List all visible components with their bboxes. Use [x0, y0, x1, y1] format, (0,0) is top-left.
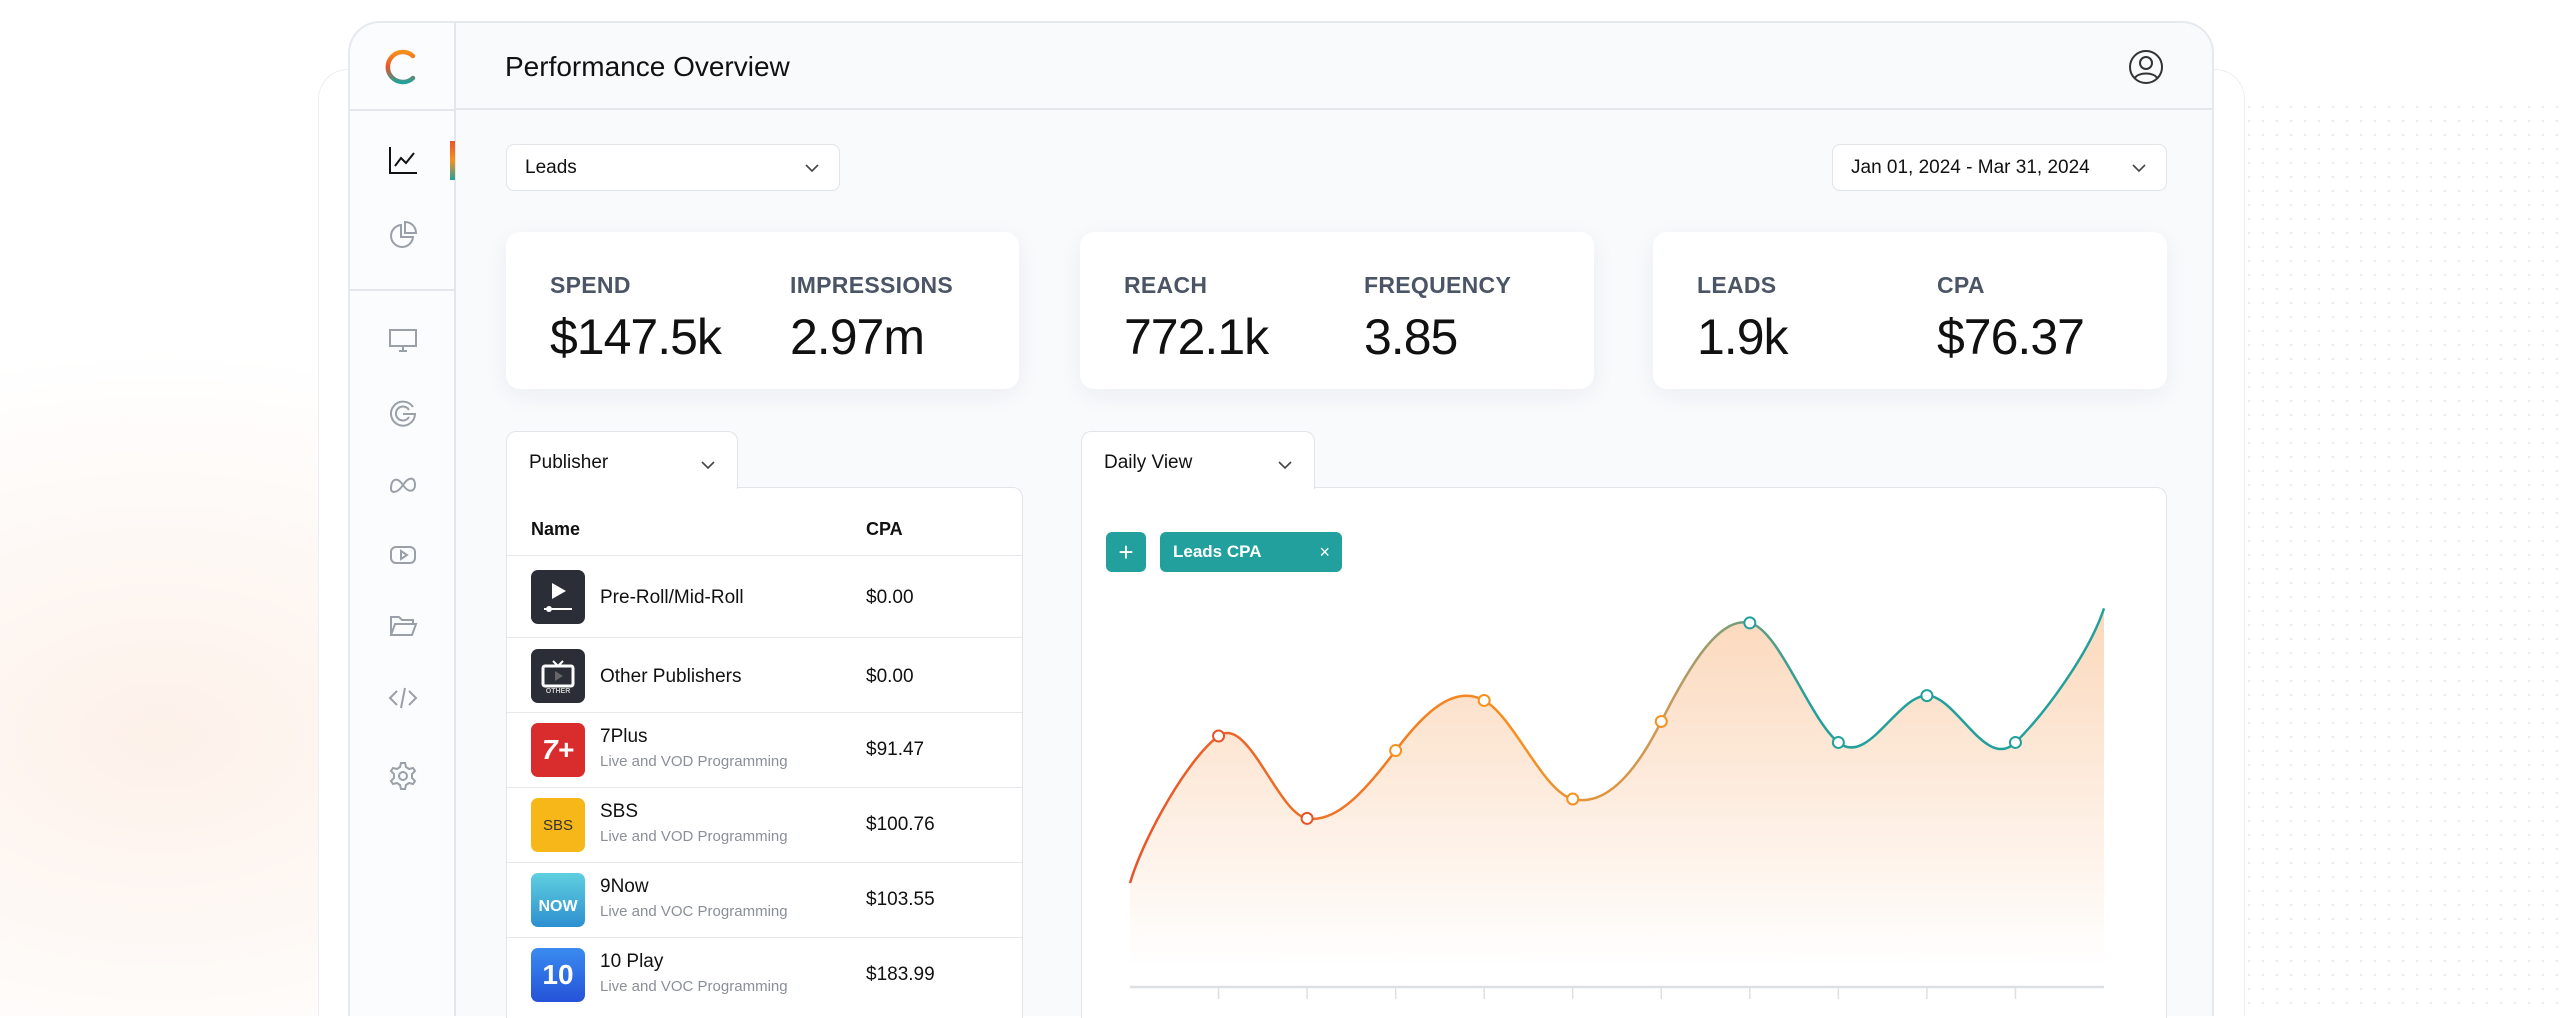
- 10play-logo: 10: [531, 948, 585, 1002]
- publisher-subtitle: Live and VOD Programming: [600, 828, 788, 845]
- date-range-value: Jan 01, 2024 - Mar 31, 2024: [1851, 156, 2090, 178]
- brand-logo: [385, 49, 416, 85]
- data-point[interactable]: [1477, 693, 1491, 707]
- code-icon[interactable]: [387, 682, 419, 714]
- publisher-name: 9Now: [600, 876, 649, 897]
- data-point[interactable]: [1920, 689, 1934, 703]
- publisher-name: Pre-Roll/Mid-Roll: [600, 587, 744, 608]
- publisher-cpa: $100.76: [866, 814, 935, 835]
- 9now-logo: NOW: [531, 873, 585, 927]
- table-row[interactable]: Pre-Roll/Mid-Roll $0.00: [507, 555, 1022, 637]
- folder-icon[interactable]: [387, 610, 419, 642]
- group-by-value: Publisher: [529, 452, 609, 473]
- kpi-label: SPEND: [550, 272, 631, 298]
- kpi-value: 772.1k: [1124, 309, 1269, 365]
- chart-area-fill: [1130, 608, 2104, 967]
- publisher-subtitle: Live and VOC Programming: [600, 978, 788, 995]
- data-point[interactable]: [1654, 714, 1668, 728]
- publisher-cpa: $0.00: [866, 666, 914, 687]
- remove-series-icon[interactable]: ×: [1319, 541, 1330, 562]
- column-header-cpa[interactable]: CPA: [866, 519, 903, 539]
- data-point[interactable]: [1831, 735, 1845, 749]
- sidebar-divider: [350, 109, 456, 111]
- other-logo-text: OTHER: [545, 687, 571, 695]
- metric-dropdown-value: Leads: [525, 156, 577, 178]
- kpi-label: REACH: [1124, 272, 1208, 298]
- date-range-dropdown[interactable]: Jan 01, 2024 - Mar 31, 2024: [1832, 144, 2167, 191]
- kpi-value: 1.9k: [1697, 309, 1789, 365]
- metric-dropdown[interactable]: Leads: [506, 144, 840, 191]
- publisher-subtitle: Live and VOD Programming: [600, 753, 788, 770]
- kpi-label: LEADS: [1697, 272, 1777, 298]
- monitor-icon[interactable]: [387, 324, 419, 356]
- add-series-button[interactable]: +: [1106, 532, 1146, 572]
- publisher-name: SBS: [600, 801, 639, 822]
- sbs-logo: SBS: [531, 798, 585, 852]
- publisher-cpa: $91.47: [866, 739, 925, 760]
- publisher-name: 10 Play: [600, 951, 664, 972]
- youtube-icon[interactable]: [387, 539, 419, 571]
- play-logo: [531, 570, 585, 624]
- data-point[interactable]: [1389, 744, 1403, 758]
- publisher-name: Other Publishers: [600, 666, 742, 687]
- kpi-value: 2.97m: [790, 309, 925, 365]
- table-row[interactable]: SBS SBS Live and VOD Programming $100.76: [507, 787, 1022, 862]
- chevron-down-icon: [1278, 461, 1292, 470]
- user-avatar-icon[interactable]: [2128, 49, 2164, 85]
- analytics-chart-icon[interactable]: [387, 144, 419, 176]
- settings-gear-icon[interactable]: [387, 760, 419, 792]
- kpi-card-reach: REACH 772.1k FREQUENCY 3.85: [1080, 232, 1594, 389]
- publisher-cpa: $183.99: [866, 964, 935, 985]
- chevron-down-icon: [2132, 164, 2146, 173]
- table-row[interactable]: 7+ 7Plus Live and VOD Programming $91.47: [507, 712, 1022, 787]
- kpi-label: IMPRESSIONS: [790, 272, 954, 298]
- data-point[interactable]: [1566, 792, 1580, 806]
- view-dropdown[interactable]: Daily View: [1081, 431, 1315, 489]
- google-icon[interactable]: [387, 397, 419, 429]
- meta-icon[interactable]: [387, 468, 419, 500]
- leads-cpa-chart: [1128, 607, 2106, 999]
- series-chip-leads-cpa[interactable]: Leads CPA ×: [1160, 532, 1342, 572]
- publisher-name: 7Plus: [600, 726, 648, 747]
- header: Performance Overview: [456, 23, 2212, 110]
- kpi-card-spend: SPEND $147.5k IMPRESSIONS 2.97m: [506, 232, 1019, 389]
- page-title: Performance Overview: [505, 51, 790, 82]
- group-by-dropdown[interactable]: Publisher: [506, 431, 738, 489]
- data-point[interactable]: [1743, 616, 1757, 630]
- view-dropdown-value: Daily View: [1104, 452, 1193, 473]
- chevron-down-icon: [805, 164, 819, 173]
- data-point[interactable]: [2008, 735, 2022, 749]
- chart-series-line: [1128, 607, 2106, 884]
- sidebar-divider: [350, 289, 456, 291]
- publisher-cpa: $0.00: [866, 587, 914, 608]
- kpi-card-leads: LEADS 1.9k CPA $76.37: [1653, 232, 2167, 389]
- column-header-name[interactable]: Name: [531, 519, 581, 539]
- active-indicator: [450, 141, 455, 180]
- kpi-label: FREQUENCY: [1364, 272, 1512, 298]
- kpi-label: CPA: [1937, 272, 1985, 298]
- kpi-value: $76.37: [1937, 309, 2085, 365]
- tv-other-logo: OTHER: [531, 649, 585, 703]
- chevron-down-icon: [701, 461, 715, 470]
- table-row[interactable]: 10 10 Play Live and VOC Programming $183…: [507, 937, 1022, 1017]
- publisher-table: Name CPA Pre-Roll/Mid-Roll $0.00 OTHER O…: [506, 487, 1023, 1018]
- app-window: Performance Overview Leads Jan 01, 2024 …: [348, 21, 2214, 1018]
- table-row[interactable]: OTHER Other Publishers $0.00: [507, 637, 1022, 712]
- publisher-cpa: $103.55: [866, 889, 935, 910]
- table-row[interactable]: NOW 9Now Live and VOC Programming $103.5…: [507, 862, 1022, 937]
- kpi-value: 3.85: [1364, 309, 1458, 365]
- pie-chart-icon[interactable]: [387, 219, 419, 251]
- kpi-value: $147.5k: [550, 309, 722, 365]
- data-point[interactable]: [1300, 811, 1314, 825]
- 7plus-logo: 7+: [531, 723, 585, 777]
- data-point[interactable]: [1212, 729, 1226, 743]
- publisher-subtitle: Live and VOC Programming: [600, 903, 788, 920]
- sidebar: [350, 23, 456, 1016]
- series-chip-label: Leads CPA: [1173, 542, 1262, 561]
